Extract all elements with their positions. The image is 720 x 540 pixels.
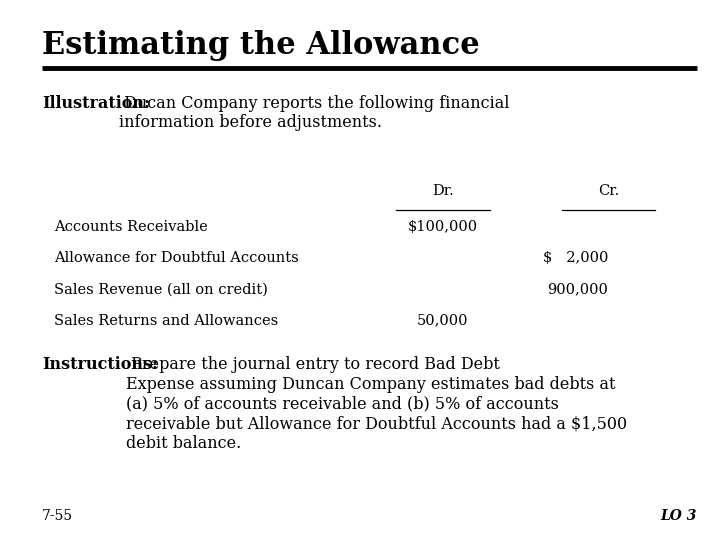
Text: Instructions:: Instructions: xyxy=(42,356,158,373)
Text: 900,000: 900,000 xyxy=(547,282,608,296)
Text: Cr.: Cr. xyxy=(598,184,619,198)
Text: Allowance for Doubtful Accounts: Allowance for Doubtful Accounts xyxy=(54,251,299,265)
Text: Dr.: Dr. xyxy=(432,184,454,198)
Text: Accounts Receivable: Accounts Receivable xyxy=(54,220,208,234)
Text: Sales Revenue (all on credit): Sales Revenue (all on credit) xyxy=(54,282,268,296)
Text: Ducan Company reports the following financial
information before adjustments.: Ducan Company reports the following fina… xyxy=(119,94,509,131)
Text: 50,000: 50,000 xyxy=(417,314,469,328)
Text: Prepare the journal entry to record Bad Debt
Expense assuming Duncan Company est: Prepare the journal entry to record Bad … xyxy=(126,356,627,452)
Text: Estimating the Allowance: Estimating the Allowance xyxy=(42,30,480,60)
Text: $100,000: $100,000 xyxy=(408,220,478,234)
Text: $   2,000: $ 2,000 xyxy=(543,251,608,265)
Text: Sales Returns and Allowances: Sales Returns and Allowances xyxy=(54,314,278,328)
Text: Illustration:: Illustration: xyxy=(42,94,150,111)
Text: LO 3: LO 3 xyxy=(660,509,697,523)
Text: 7-55: 7-55 xyxy=(42,509,73,523)
